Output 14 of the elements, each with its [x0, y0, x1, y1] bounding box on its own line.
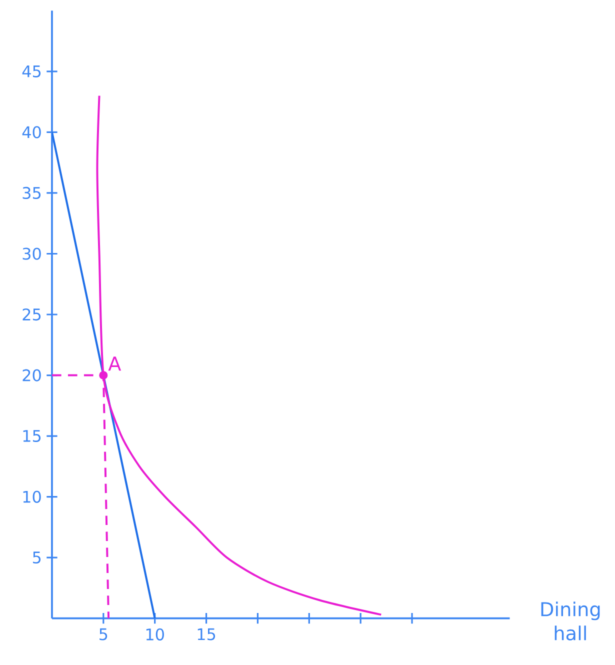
x-tick-label: 5 — [100, 628, 108, 640]
annotation: A — [108, 356, 122, 371]
y-tick-label: 40 — [22, 126, 41, 138]
y-tick-label: 45 — [22, 65, 41, 78]
y-tick-label: 25 — [22, 308, 41, 321]
y-tick-label: 10 — [23, 490, 41, 503]
x-axis-title: Dining hall — [541, 602, 600, 640]
y-tick-label: 35 — [22, 186, 41, 200]
y-tick-label: 5 — [33, 552, 41, 564]
y-tick-label: 15 — [23, 430, 41, 442]
y-tick-label: 20 — [22, 369, 41, 382]
y-tick-label: 30 — [22, 248, 41, 260]
x-tick-label: 15 — [198, 628, 216, 640]
x-tick-label: 10 — [146, 628, 164, 640]
